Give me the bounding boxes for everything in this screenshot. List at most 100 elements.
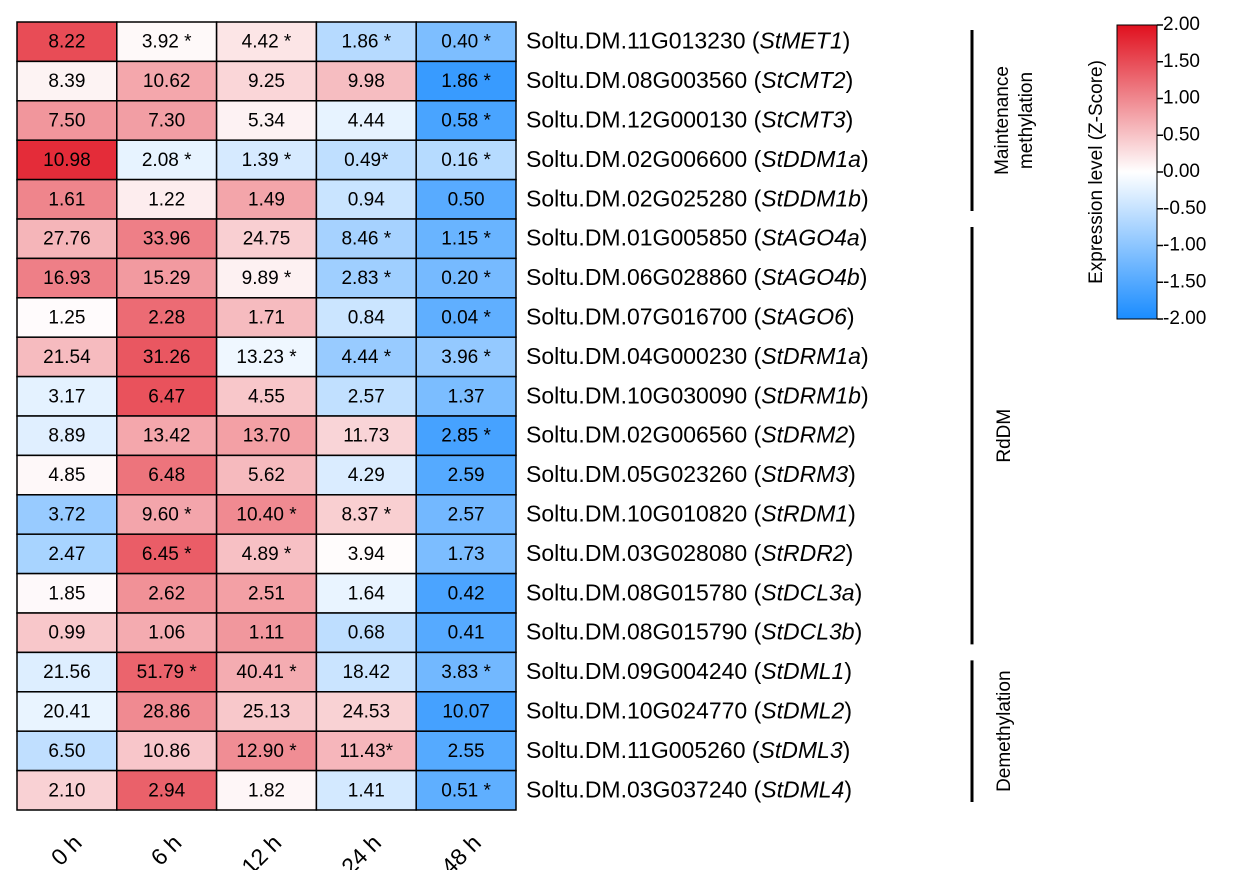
cell-label: 1.37	[448, 386, 485, 407]
column-label: 12 h	[236, 829, 286, 870]
heatmap-cell	[16, 494, 118, 535]
cell-label: 6.45 *	[142, 544, 192, 565]
gene-id: )	[844, 658, 852, 684]
gene-id: )	[861, 343, 869, 369]
cell-label: 4.42 *	[242, 32, 292, 53]
heatmap-cell	[215, 651, 318, 693]
column-label: 6 h	[146, 829, 187, 870]
colorbar-tick-label: 0.50	[1163, 124, 1200, 145]
gene-id: Soltu.DM.03G037240 (	[526, 776, 762, 802]
cell-label: 5.62	[248, 465, 285, 486]
heatmap-cell	[415, 139, 517, 181]
heatmap-cell	[415, 336, 517, 378]
cell-label: 12.90 *	[236, 741, 297, 762]
gene-symbol: StDML2	[761, 698, 844, 724]
cell-label: 0.40 *	[441, 32, 491, 53]
gene-id: )	[855, 619, 863, 645]
heatmap-cell	[116, 336, 218, 378]
row-label: Soltu.DM.08G015790 (StDCL3b)	[526, 619, 862, 645]
gene-symbol: StRDM1	[761, 501, 848, 527]
heatmap-cell	[415, 60, 517, 102]
heatmap-cell	[16, 454, 118, 496]
heatmap-cell	[16, 139, 118, 181]
cell-label: 10.07	[442, 702, 490, 723]
cell-label: 11.43*	[340, 741, 394, 762]
gene-symbol: StAGO6	[761, 304, 847, 330]
gene-id: Soltu.DM.08G003560 (	[526, 67, 762, 93]
cell-label: 2.59	[448, 465, 485, 486]
gene-id: )	[846, 540, 854, 566]
cell-label: 2.08 *	[142, 150, 192, 171]
cell-label: 10.62	[143, 71, 191, 92]
cell-label: 31.26	[143, 347, 191, 368]
cell-label: 9.60 *	[142, 505, 192, 526]
cell-label: 1.73	[448, 544, 485, 565]
cell-label: 0.84	[348, 308, 385, 329]
colorbar-tick-label: 0.00	[1163, 161, 1200, 182]
heatmap-cell	[215, 572, 318, 614]
gene-id: )	[848, 422, 856, 448]
heatmap-cell	[116, 21, 218, 63]
cell-label: 1.15 *	[441, 229, 491, 250]
group-label: Maintenance	[992, 66, 1013, 175]
heatmap-cell	[116, 572, 218, 614]
heatmap-cell	[16, 533, 118, 575]
cell-label: 1.49	[248, 189, 285, 210]
heatmap-cell	[315, 572, 417, 614]
heatmap-cell	[116, 651, 218, 693]
cell-label: 3.94	[348, 544, 385, 565]
heatmap-cell	[215, 691, 318, 732]
cell-label: 13.42	[143, 426, 191, 447]
cell-label: 1.06	[148, 623, 185, 644]
heatmap-cell	[16, 415, 118, 457]
cell-label: 8.22	[48, 32, 85, 53]
cell-label: 6.48	[148, 465, 185, 486]
cell-label: 0.99	[48, 623, 85, 644]
cell-label: 0.16 *	[441, 150, 491, 171]
heatmap-cell	[16, 21, 118, 63]
colorbar-tick-label: -1.50	[1163, 271, 1206, 292]
gene-id: )	[846, 107, 854, 133]
row-label: Soltu.DM.02G025280 (StDDM1b)	[526, 185, 869, 211]
column-label: 24 h	[336, 829, 386, 870]
cell-label: 21.54	[43, 347, 91, 368]
heatmap-cell	[16, 769, 118, 811]
group-label: RdDM	[994, 409, 1015, 463]
cell-label: 1.22	[148, 189, 185, 210]
heatmap-cell	[215, 612, 318, 654]
row-label: Soltu.DM.08G003560 (StCMT2)	[526, 67, 853, 93]
gene-id: Soltu.DM.09G004240 (	[526, 658, 762, 684]
cell-label: 9.25	[248, 71, 285, 92]
gene-id: Soltu.DM.02G006600 (	[526, 146, 762, 172]
group-label: methylation	[1016, 72, 1037, 169]
row-label: Soltu.DM.04G000230 (StDRM1a)	[526, 343, 869, 369]
heatmap-cell	[16, 612, 118, 654]
gene-symbol: StDML4	[761, 776, 844, 802]
gene-id: Soltu.DM.08G015790 (	[526, 619, 762, 645]
heatmap-cell	[16, 60, 118, 102]
heatmap-cell	[215, 769, 318, 811]
cell-label: 1.25	[48, 308, 85, 329]
cell-label: 1.71	[248, 308, 285, 329]
cell-label: 2.57	[348, 386, 385, 407]
heatmap-cell	[415, 691, 517, 732]
row-label: Soltu.DM.09G004240 (StDML1)	[526, 658, 852, 684]
heatmap-cell	[315, 691, 417, 732]
colorbar-tick-label: 1.50	[1163, 51, 1200, 72]
row-label: Soltu.DM.05G023260 (StDRM3)	[526, 461, 856, 487]
column-label: 48 h	[436, 829, 486, 870]
colorbar-tick-label: 1.00	[1163, 88, 1200, 109]
cell-label: 40.41 *	[236, 662, 297, 683]
cell-label: 20.41	[43, 702, 91, 723]
heatmap-cell	[116, 218, 218, 260]
row-label: Soltu.DM.02G006560 (StDRM2)	[526, 422, 856, 448]
row-label: Soltu.DM.03G028080 (StRDR2)	[526, 540, 853, 566]
gene-symbol: StAGO4b	[761, 264, 860, 290]
heatmap-cell	[215, 415, 318, 457]
cell-label: 0.94	[348, 189, 385, 210]
cell-label: 2.55	[448, 741, 485, 762]
cell-label: 10.40 *	[236, 505, 297, 526]
cell-label: 33.96	[143, 229, 191, 250]
